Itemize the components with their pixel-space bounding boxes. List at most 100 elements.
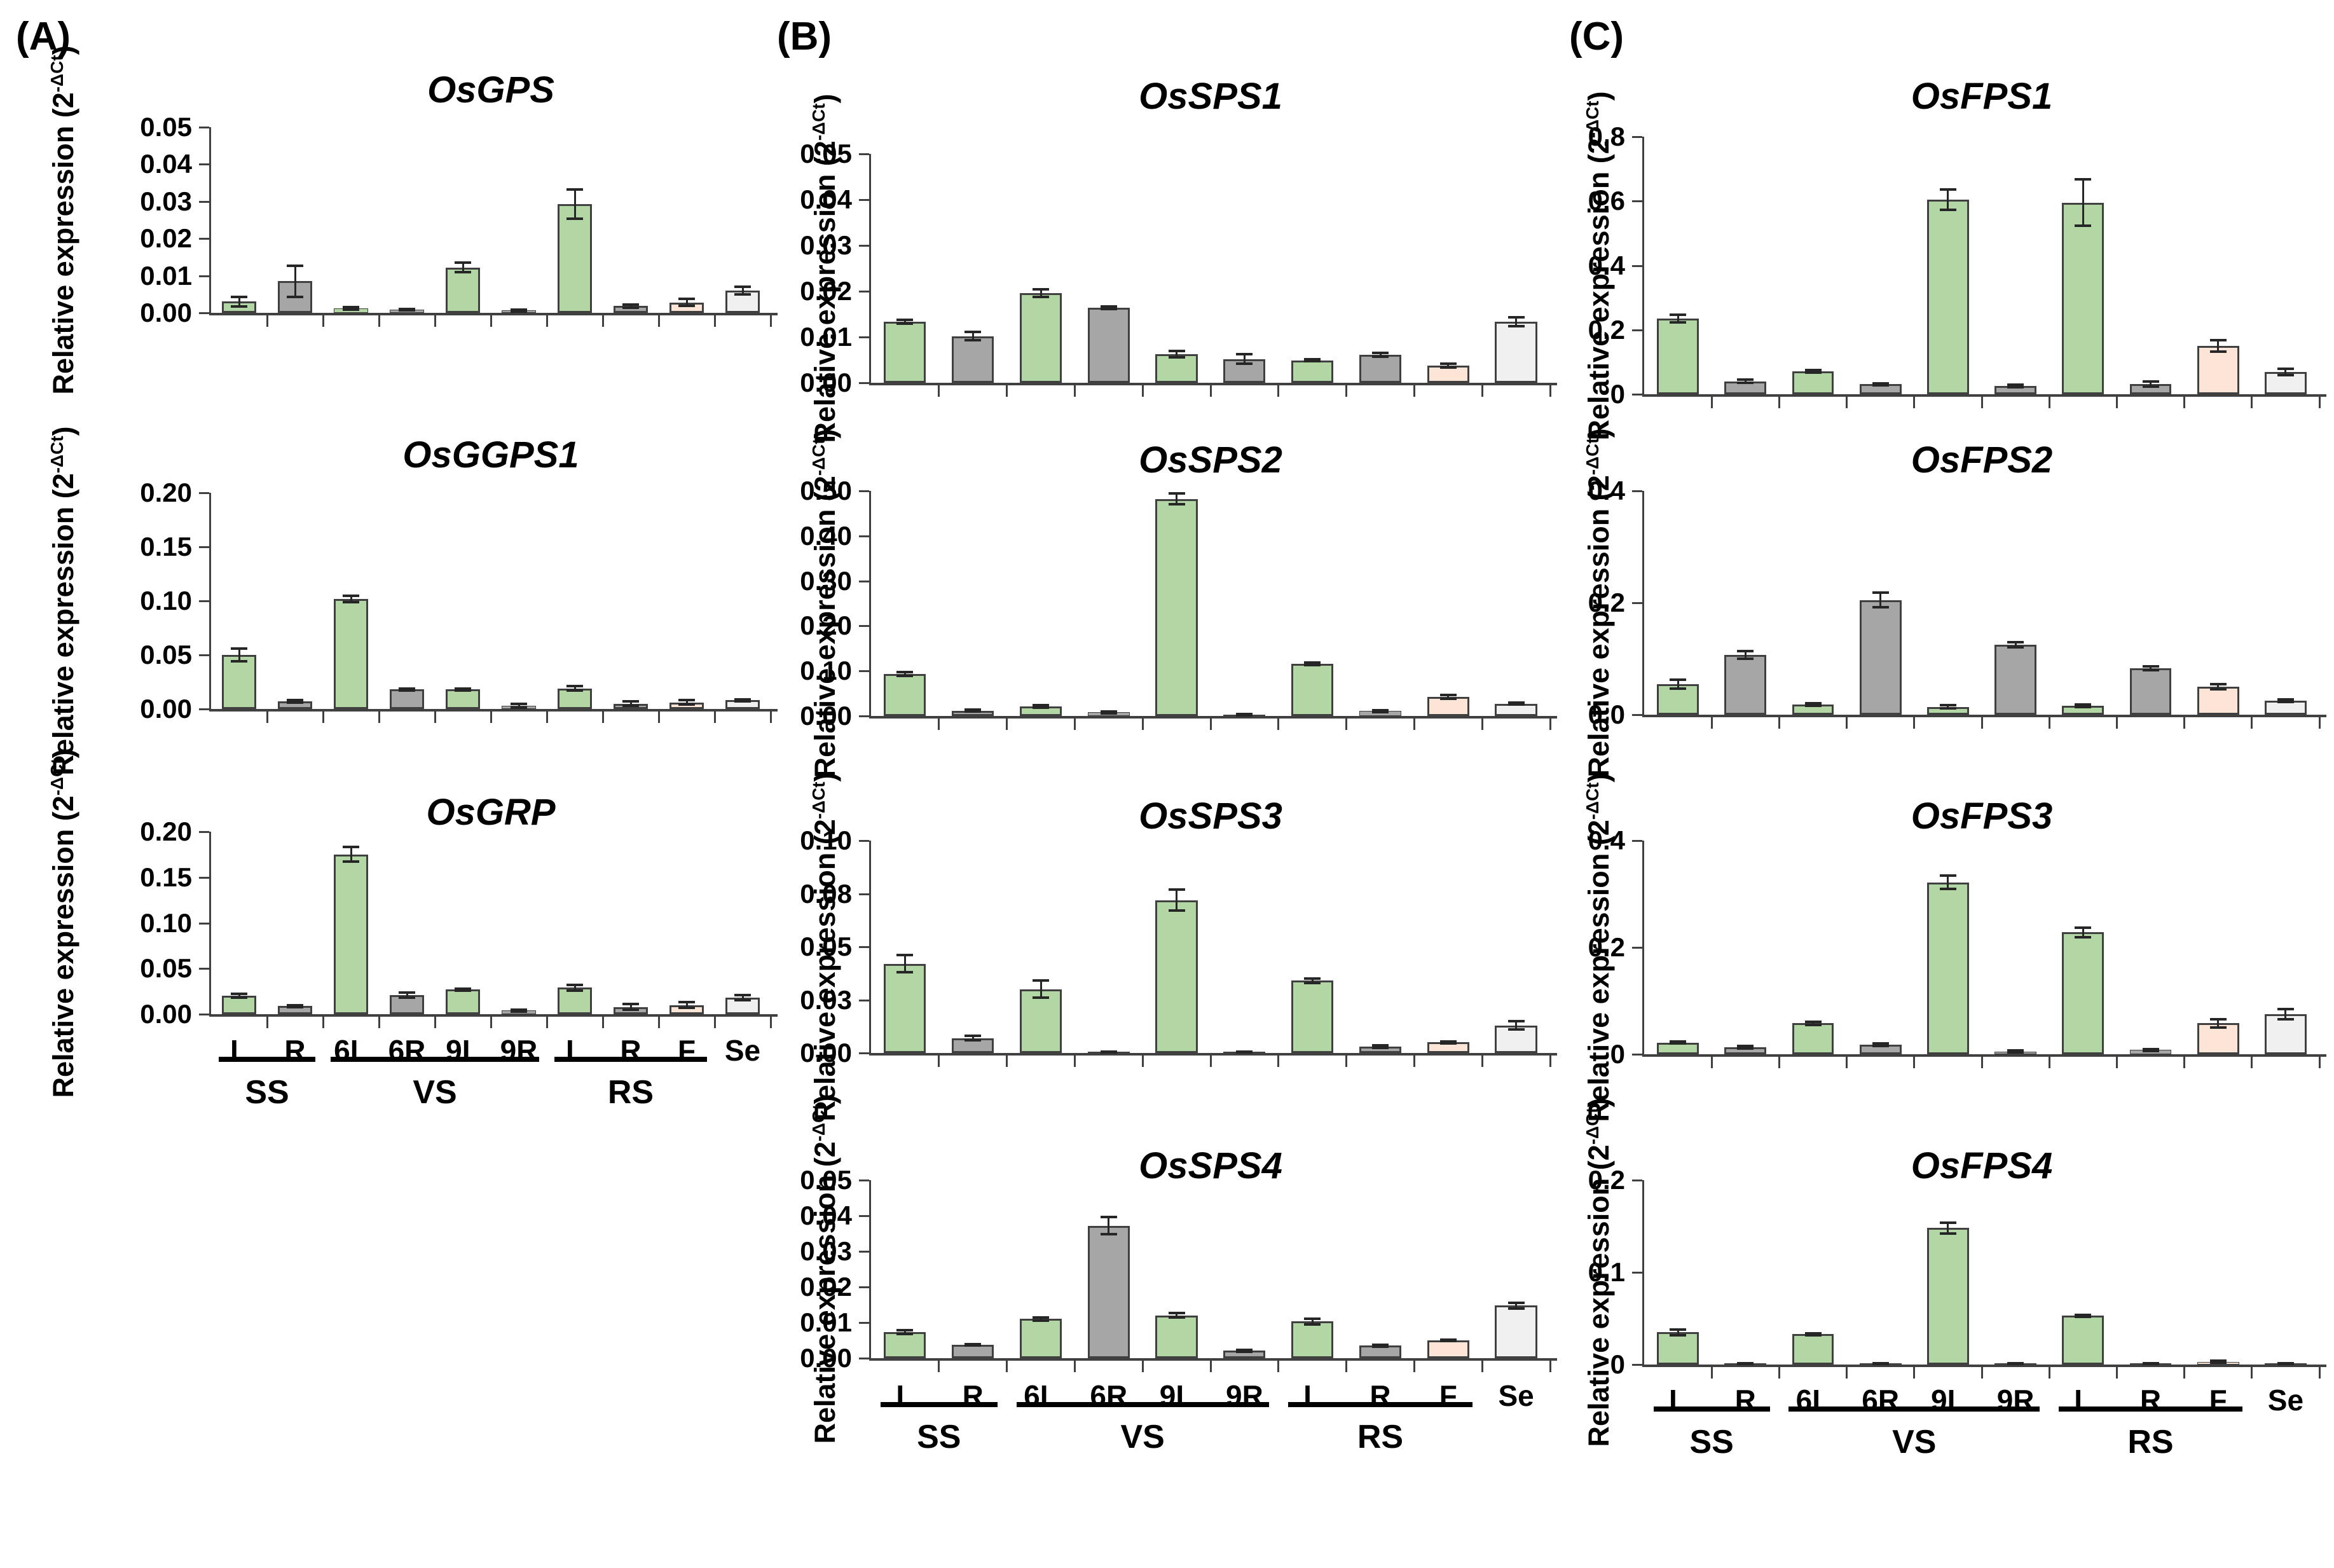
error-bar-cap-bottom <box>678 703 695 706</box>
error-bar-cap-bottom <box>1939 208 1956 211</box>
error-bar-cap-bottom <box>896 971 914 974</box>
x-tick-mark <box>1277 1361 1280 1372</box>
error-bar-stem <box>1040 289 1042 297</box>
error-bar-cap-bottom <box>1939 707 1956 710</box>
error-bar-stem <box>1447 363 1450 368</box>
error-bar-cap-top <box>1804 702 1822 705</box>
y-tick-label: 0.04 <box>140 149 192 179</box>
x-tick-mark <box>1481 1056 1483 1067</box>
bar-OsSPS1-9 <box>1495 322 1537 383</box>
chart-title-OsSPS2: OsSPS2 <box>1139 439 1282 481</box>
y-axis-label-text: ) <box>809 772 841 782</box>
error-bar-stem <box>1311 662 1314 665</box>
error-bar-cap-top <box>1804 1020 1822 1023</box>
y-axis-label-text: Relative expression (2 <box>809 819 841 1122</box>
y-tick-mark <box>859 840 869 842</box>
x-tick-mark <box>1980 397 1983 408</box>
error-bar-cap-bottom <box>2277 373 2294 376</box>
y-tick-mark <box>859 580 869 582</box>
bar-OsFPS2-3 <box>1859 600 1902 715</box>
group-label-VS: VS <box>1892 1424 1937 1461</box>
x-category-label: F <box>2209 1384 2227 1417</box>
x-tick-mark <box>1481 1361 1483 1372</box>
error-bar-stem <box>1040 1317 1042 1321</box>
error-bar-cap-bottom <box>1304 663 1321 666</box>
x-tick-mark <box>2318 1057 2321 1068</box>
error-bar-cap-top <box>964 331 982 334</box>
error-bar-cap-bottom <box>1304 1323 1321 1326</box>
error-bar-stem <box>573 985 576 991</box>
error-bar-cap-bottom <box>2209 687 2227 691</box>
y-axis-label-text: Relative expression (2 <box>1582 820 1615 1122</box>
y-tick-label: 0.08 <box>800 878 852 909</box>
error-bar-cap-top <box>231 295 247 298</box>
x-tick-mark <box>1006 719 1008 730</box>
bar-OsSPS1-2 <box>1019 292 1062 383</box>
x-axis-line <box>1642 1365 2326 1367</box>
y-tick-label: 0.00 <box>800 368 852 397</box>
x-tick-mark <box>713 315 716 327</box>
error-bar-cap-top <box>231 993 247 996</box>
x-tick-mark <box>1846 1057 1848 1068</box>
x-category-label: 9L <box>1159 1379 1194 1412</box>
y-tick-mark <box>199 200 209 203</box>
x-tick-mark <box>1277 385 1280 397</box>
x-tick-mark <box>1345 1056 1348 1067</box>
error-bar-cap-bottom <box>964 1038 982 1042</box>
y-tick-mark <box>859 245 869 247</box>
x-category-label: 6R <box>388 1034 426 1067</box>
error-bar-cap-top <box>1168 492 1185 495</box>
y-axis-label-text: -ΔCt <box>47 436 67 474</box>
x-tick-mark <box>1073 719 1076 730</box>
y-tick-label: 0.04 <box>800 1200 852 1230</box>
x-tick-mark <box>490 712 492 723</box>
error-bar-cap-bottom <box>287 701 303 704</box>
x-tick-mark <box>1413 1361 1415 1372</box>
error-bar-cap-bottom <box>964 339 982 342</box>
x-tick-mark <box>1913 397 1916 408</box>
x-tick-mark <box>713 1017 716 1028</box>
error-bar-cap-bottom <box>1168 909 1185 912</box>
y-axis-line <box>1642 137 1644 397</box>
bar-OsSPS1-0 <box>884 322 926 383</box>
group-underline-RS <box>554 1057 707 1062</box>
x-tick-mark <box>1413 719 1415 730</box>
y-axis-label: Relative expression (2-ΔCt) <box>47 46 80 395</box>
y-tick-label: 0.10 <box>800 825 852 855</box>
y-tick-mark <box>859 1179 869 1181</box>
error-bar-cap-top <box>1939 874 1956 877</box>
group-underline-VS <box>1788 1406 2040 1412</box>
bar-OsSPS4-6 <box>1291 1321 1334 1358</box>
error-bar-stem <box>1744 380 1747 383</box>
panel-label-b: (B) <box>777 15 832 58</box>
x-category-label: R <box>962 1379 984 1412</box>
y-axis-label-text: -ΔCt <box>809 1104 828 1142</box>
y-tick-label: 0 <box>1610 1349 1625 1379</box>
error-bar-cap-bottom <box>1804 1333 1822 1337</box>
error-bar-stem <box>1947 189 1949 210</box>
y-axis-label-text: -ΔCt <box>1582 437 1602 476</box>
bar-OsFPS2-5 <box>1994 645 2037 715</box>
y-tick-mark <box>859 1052 869 1054</box>
error-bar-cap-top <box>343 594 359 597</box>
panel-label-a: (A) <box>16 15 71 58</box>
x-tick-mark <box>1209 719 1212 730</box>
x-tick-mark <box>1549 719 1551 730</box>
y-axis-label-text: ) <box>809 1094 841 1104</box>
y-tick-mark <box>859 1358 869 1359</box>
error-bar-cap-bottom <box>455 689 471 692</box>
bar-OsSPS3-0 <box>884 963 926 1053</box>
y-tick-label: 0 <box>1610 379 1625 409</box>
error-bar-cap-top <box>896 954 914 957</box>
error-bar-cap-top <box>1872 1042 1889 1045</box>
error-bar-cap-top <box>1670 1040 1687 1043</box>
error-bar-cap-top <box>1033 979 1049 982</box>
error-bar-cap-bottom <box>622 306 639 309</box>
x-tick-mark <box>2318 397 2321 408</box>
bar-OsSPS1-5 <box>1223 359 1266 383</box>
error-bar-cap-bottom <box>1507 703 1525 706</box>
error-bar-cap-bottom <box>1236 713 1253 717</box>
x-tick-mark <box>1141 1056 1144 1067</box>
error-bar-stem <box>903 1330 906 1334</box>
error-bar-stem <box>350 306 352 310</box>
